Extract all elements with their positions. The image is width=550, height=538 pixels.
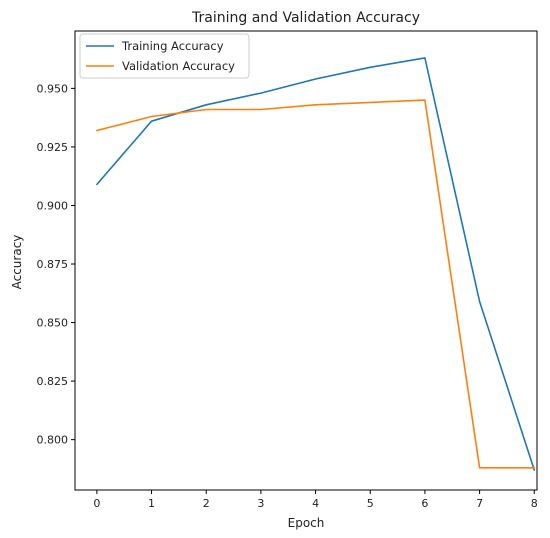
y-tick-label: 0.950 bbox=[37, 82, 69, 95]
x-axis-ticks: 0 1 2 3 4 5 6 7 8 bbox=[93, 490, 538, 510]
plot-frame bbox=[74, 30, 538, 491]
x-tick-label: 3 bbox=[257, 497, 264, 510]
y-tick-label: 0.825 bbox=[37, 375, 69, 388]
x-tick-label: 4 bbox=[312, 497, 319, 510]
series-line-validation bbox=[96, 99, 536, 469]
legend-label-validation: Validation Accuracy bbox=[122, 59, 235, 73]
y-tick-label: 0.850 bbox=[37, 317, 69, 330]
x-tick-label: 7 bbox=[476, 497, 483, 510]
legend-box bbox=[79, 33, 250, 79]
y-axis-ticks: 0.800 0.825 0.850 0.875 0.900 0.925 0.950 bbox=[37, 82, 75, 447]
y-tick-label: 0.875 bbox=[37, 258, 69, 271]
x-tick-label: 8 bbox=[531, 497, 538, 510]
x-tick-label: 5 bbox=[367, 497, 374, 510]
x-tick-label: 0 bbox=[93, 497, 100, 510]
y-axis-title: Accuracy bbox=[10, 235, 24, 290]
y-tick-label: 0.800 bbox=[37, 434, 69, 447]
series-lines bbox=[96, 57, 536, 471]
x-tick-label: 1 bbox=[148, 497, 155, 510]
y-tick-label: 0.900 bbox=[37, 199, 69, 212]
y-tick-label: 0.925 bbox=[37, 141, 69, 154]
x-tick-label: 6 bbox=[421, 497, 428, 510]
legend: Training Accuracy Validation Accuracy bbox=[79, 33, 250, 79]
legend-label-training: Training Accuracy bbox=[121, 39, 224, 53]
series-line-training bbox=[96, 57, 536, 471]
x-tick-label: 2 bbox=[203, 497, 210, 510]
chart-title: Training and Validation Accuracy bbox=[191, 10, 420, 26]
x-axis-title: Epoch bbox=[288, 516, 325, 530]
